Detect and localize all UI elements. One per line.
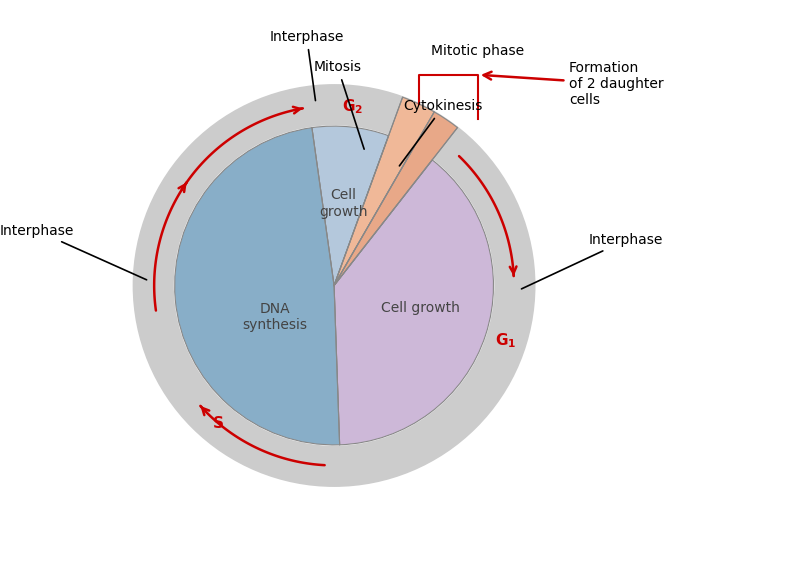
Wedge shape <box>312 126 389 286</box>
Text: Formation
of 2 daughter
cells: Formation of 2 daughter cells <box>483 61 664 107</box>
Wedge shape <box>334 160 494 445</box>
Wedge shape <box>334 112 458 286</box>
Text: Mitotic phase: Mitotic phase <box>431 44 525 58</box>
Text: Cell
growth: Cell growth <box>319 188 367 219</box>
Wedge shape <box>174 128 340 445</box>
Wedge shape <box>334 97 434 286</box>
Text: $\mathbf{S}$: $\mathbf{S}$ <box>213 415 224 431</box>
Circle shape <box>174 126 494 445</box>
Text: Interphase: Interphase <box>522 233 663 289</box>
Text: Interphase: Interphase <box>0 224 146 280</box>
Text: $\mathbf{G_1}$: $\mathbf{G_1}$ <box>494 332 516 351</box>
Text: DNA
synthesis: DNA synthesis <box>242 302 307 333</box>
Text: Cytokinesis: Cytokinesis <box>399 99 483 166</box>
Text: Mitosis: Mitosis <box>314 61 364 149</box>
Circle shape <box>134 85 534 486</box>
Text: Interphase: Interphase <box>270 30 344 100</box>
Text: $\mathbf{G_2}$: $\mathbf{G_2}$ <box>342 97 363 116</box>
Text: Cell growth: Cell growth <box>381 301 460 315</box>
